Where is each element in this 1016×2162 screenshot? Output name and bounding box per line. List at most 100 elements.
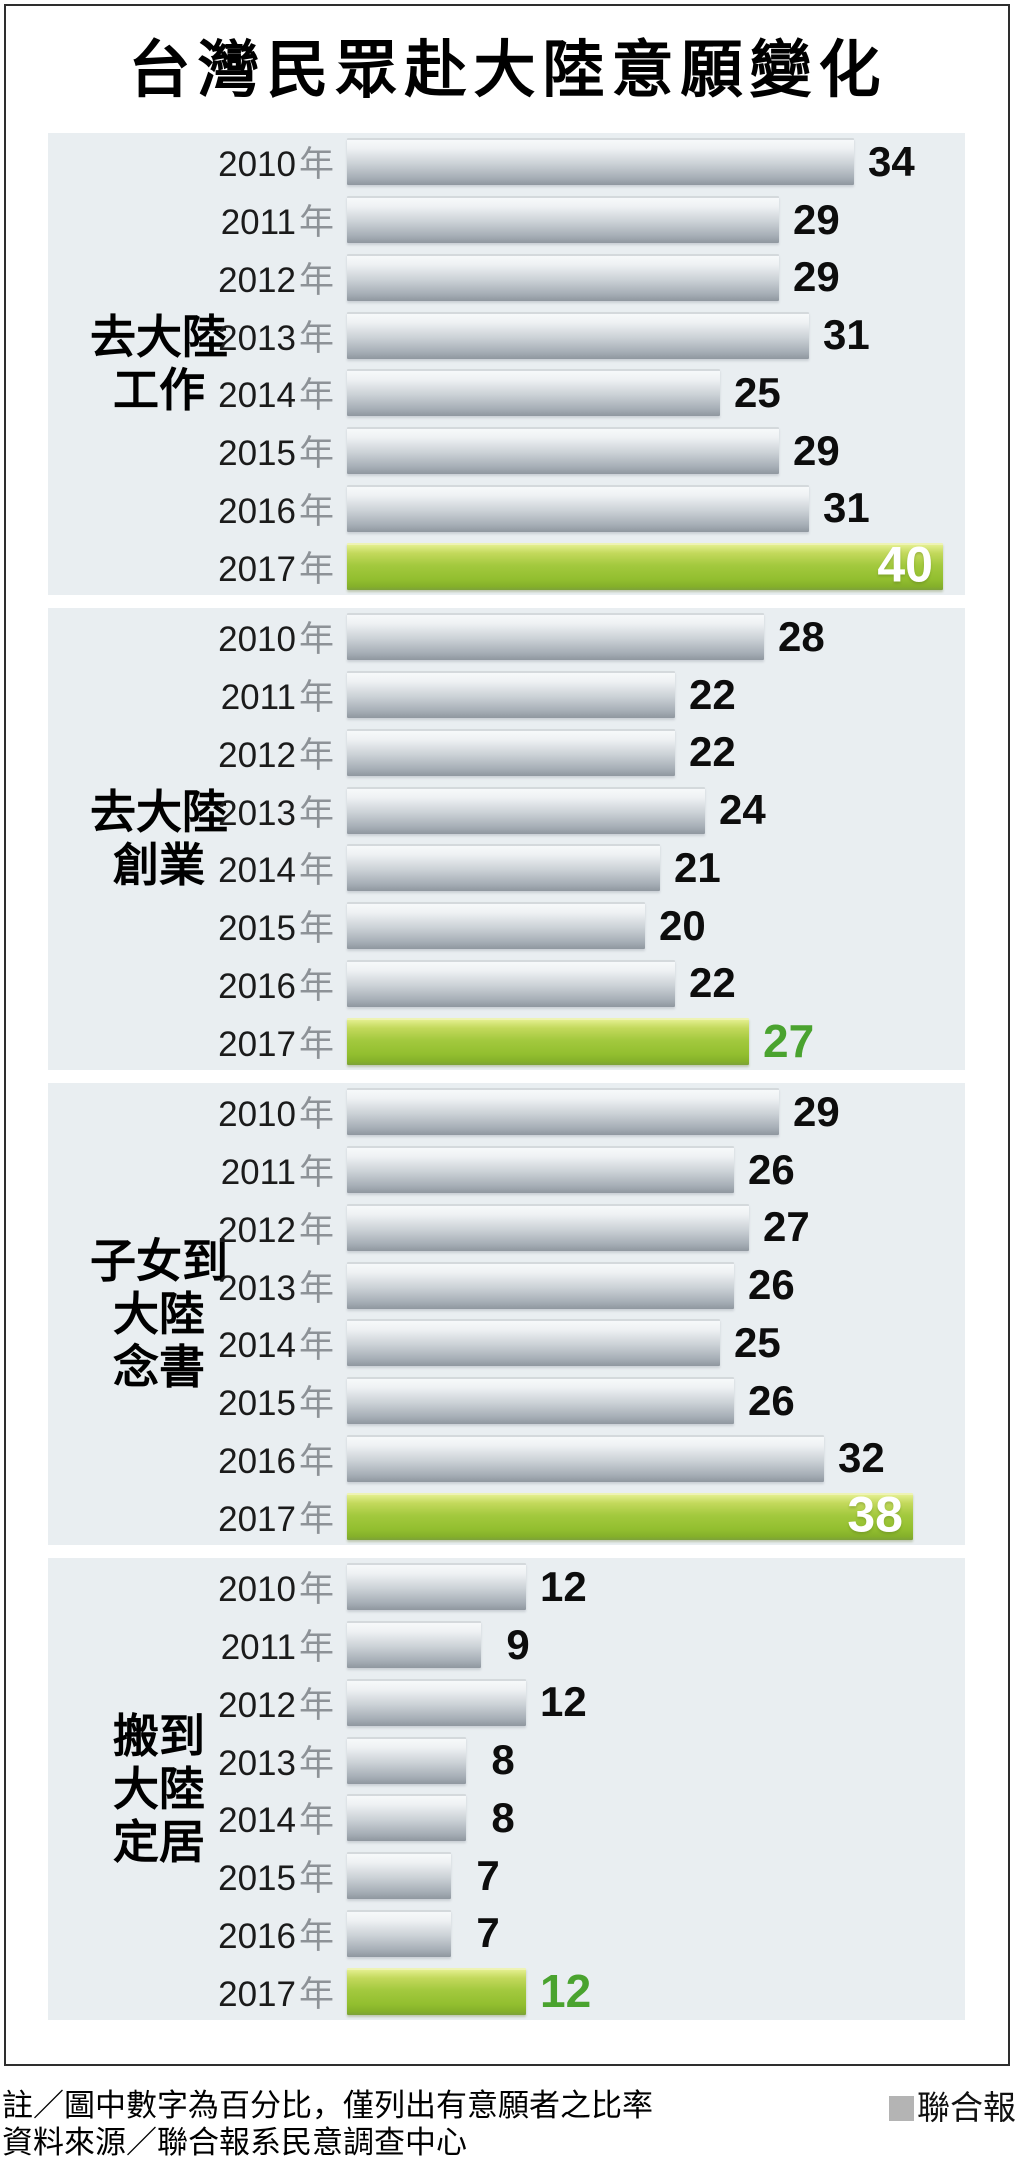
year-label: 2012年	[218, 735, 334, 775]
year-label: 2016年	[218, 1441, 334, 1481]
value-label: 25	[734, 1318, 781, 1366]
category-panel-3: 子女到 大陸 念書 2010年 29 2011年 26 2012年 27 2013年 26 2014年…	[48, 1083, 965, 1545]
bar-row: 2016年 31	[48, 480, 965, 538]
year-label: 2015年	[218, 1859, 334, 1899]
year-label: 2011年	[220, 203, 334, 243]
year-label: 2013年	[218, 318, 334, 358]
value-bar	[347, 844, 660, 892]
year-label: 2016年	[218, 966, 334, 1006]
year-label: 2015年	[218, 909, 334, 949]
year-label: 2012年	[218, 260, 334, 300]
bar-row: 2011年 29	[48, 191, 965, 249]
value-bar	[347, 1852, 451, 1900]
value-bar	[347, 1377, 734, 1425]
value-bar	[347, 138, 854, 186]
category-label: 去大陸 工作	[90, 311, 228, 416]
bar-row: 2010年 28	[48, 608, 965, 666]
value-label: 27	[763, 1015, 815, 1068]
value-label: 26	[748, 1261, 795, 1309]
value-bar	[347, 196, 779, 244]
year-label: 2014年	[218, 376, 334, 416]
year-label: 2017年	[218, 1974, 334, 2014]
value-bar-highlight: 40	[347, 537, 943, 593]
bar-row: 2015年 26	[48, 1372, 965, 1430]
value-bar	[347, 1563, 526, 1611]
bar-row: 2014年 21	[48, 839, 965, 897]
bar-row: 2013年 26	[48, 1256, 965, 1314]
year-label: 2014年	[218, 851, 334, 891]
value-label: 28	[778, 612, 825, 660]
value-label: 29	[793, 253, 840, 301]
value-label: 34	[868, 137, 915, 185]
value-label: 40	[877, 536, 933, 593]
footnote: 註／圖中數字為百分比，僅列出有意願者之比率	[2, 2088, 653, 2123]
bar-row: 2017年 40	[48, 537, 965, 595]
value-label: 38	[847, 1486, 903, 1543]
value-label: 12	[540, 1562, 587, 1610]
year-label: 2015年	[218, 434, 334, 474]
year-label: 2010年	[218, 1570, 334, 1610]
year-label: 2010年	[218, 1095, 334, 1135]
year-label: 2017年	[218, 549, 334, 589]
bar-row: 2011年 22	[48, 666, 965, 724]
bar-row: 2014年 25	[48, 1314, 965, 1372]
year-label: 2013年	[218, 1743, 334, 1783]
category-panel-4: 搬到 大陸 定居 2010年 12 2011年 9 2012年 12 2013年 8 2014年 8 20…	[48, 1558, 965, 2020]
value-bar	[347, 1319, 720, 1367]
value-bar	[347, 1434, 824, 1482]
value-bar	[347, 427, 779, 475]
year-label: 2012年	[218, 1210, 334, 1250]
bar-row: 2013年 8	[48, 1731, 965, 1789]
value-bar	[347, 484, 809, 532]
category-panel-1: 去大陸 工作 2010年 34 2011年 29 2012年 29 2013年 31 2014年 25…	[48, 133, 965, 595]
year-label: 2013年	[218, 1268, 334, 1308]
value-bar	[347, 1678, 526, 1726]
bar-row: 2010年 29	[48, 1083, 965, 1141]
bar-row: 2014年 8	[48, 1789, 965, 1847]
chart-title: 台灣民眾赴大陸意願變化	[128, 36, 888, 105]
year-label: 2017年	[218, 1499, 334, 1539]
bar-row: 2012年 27	[48, 1199, 965, 1257]
value-bar	[347, 1146, 734, 1194]
value-label: 24	[719, 786, 766, 834]
year-label: 2014年	[218, 1326, 334, 1366]
bar-row: 2010年 12	[48, 1558, 965, 1616]
value-label: 31	[823, 311, 870, 359]
value-label: 8	[491, 1736, 515, 1784]
value-label: 26	[748, 1145, 795, 1193]
value-label: 32	[838, 1434, 885, 1482]
value-label: 27	[763, 1203, 810, 1251]
bar-row: 2017年 12	[48, 1962, 965, 2020]
bar-row: 2016年 32	[48, 1430, 965, 1488]
value-label: 12	[540, 1965, 592, 2018]
value-bar	[347, 959, 675, 1007]
bar-row: 2017年 27	[48, 1012, 965, 1070]
value-bar	[347, 902, 645, 950]
value-bar	[347, 1088, 779, 1136]
bar-row: 2012年 12	[48, 1674, 965, 1732]
value-label: 22	[689, 670, 736, 718]
value-bar	[347, 1261, 734, 1309]
value-bar	[347, 613, 764, 661]
bar-row: 2016年 22	[48, 955, 965, 1013]
value-bar	[347, 1621, 481, 1669]
value-label: 22	[689, 728, 736, 776]
value-bar-highlight	[347, 1017, 749, 1065]
year-label: 2016年	[218, 1916, 334, 1956]
bar-row: 2013年 24	[48, 781, 965, 839]
year-label: 2011年	[220, 1628, 334, 1668]
year-label: 2010年	[218, 145, 334, 185]
bar-row: 2014年 25	[48, 364, 965, 422]
value-label: 8	[491, 1793, 515, 1841]
bar-row: 2010年 34	[48, 133, 965, 191]
value-label: 29	[793, 1087, 840, 1135]
value-bar	[347, 1909, 451, 1957]
value-label: 22	[689, 959, 736, 1007]
value-label: 7	[476, 1909, 500, 1957]
bar-row: 2015年 29	[48, 422, 965, 480]
value-bar	[347, 1736, 466, 1784]
category-label: 去大陸 創業	[90, 786, 228, 891]
year-label: 2011年	[220, 678, 334, 718]
value-bar	[347, 786, 705, 834]
value-bar	[347, 1794, 466, 1842]
